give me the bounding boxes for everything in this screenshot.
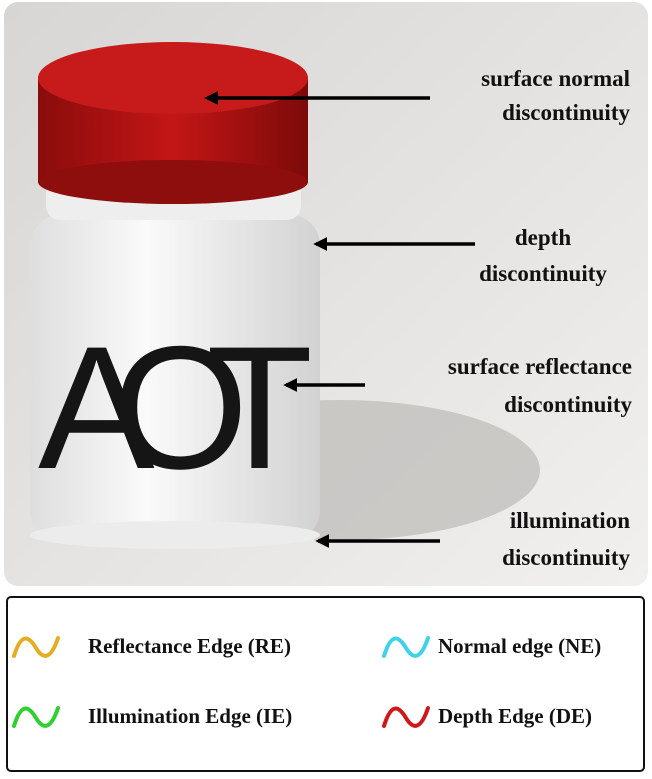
bottle-label: AOT [38,311,313,506]
annotation: illumination [510,508,630,533]
legend-label: Reflectance Edge (RE) [88,634,291,658]
legend-swatch [12,636,60,658]
legend: Reflectance Edge (RE) Normal edge (NE) Ill… [12,634,601,728]
annotation: discontinuity [479,261,607,286]
annotation: discontinuity [502,545,630,570]
legend-label: Normal edge (NE) [438,634,601,658]
legend-swatch [12,706,60,728]
annotation: depth [515,225,571,250]
annotation: discontinuity [502,100,630,125]
annotation: surface reflectance [448,354,632,379]
photo: AOT surface normal discontinuity depth d… [4,2,648,586]
legend-label: Illumination Edge (IE) [88,704,292,728]
annotation: surface normal [481,66,630,91]
legend-box [6,596,645,772]
legend-label: Depth Edge (DE) [438,704,592,728]
legend-swatch [382,706,430,728]
annotation: discontinuity [504,392,632,417]
legend-swatch [382,636,430,658]
